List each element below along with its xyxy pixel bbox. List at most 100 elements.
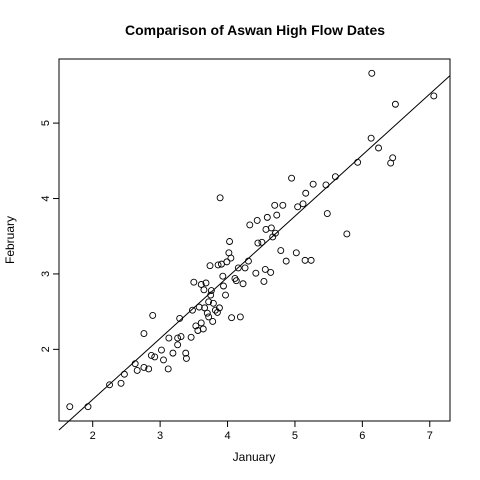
data-point-5 — [131, 360, 139, 368]
y-axis-label: February — [3, 216, 17, 264]
x-tick-label-4: 6 — [359, 430, 365, 442]
data-point-18 — [174, 341, 182, 349]
data-point-35 — [202, 279, 210, 287]
data-point-1 — [84, 403, 92, 411]
data-point-46 — [214, 261, 222, 269]
data-point-63 — [241, 264, 249, 272]
data-point-2 — [106, 381, 114, 389]
data-point-31 — [197, 281, 205, 288]
data-point-14 — [160, 356, 167, 364]
data-point-41 — [207, 287, 215, 294]
data-point-98 — [375, 144, 382, 152]
data-point-73 — [263, 213, 271, 221]
data-point-47 — [215, 304, 223, 312]
data-point-59 — [232, 277, 240, 285]
data-point-81 — [279, 201, 287, 209]
x-tick-label-0: 2 — [90, 430, 96, 442]
data-point-38 — [205, 313, 213, 321]
data-point-6 — [133, 367, 141, 374]
x-tick-label-2: 4 — [224, 430, 230, 442]
x-tick-label-1: 3 — [157, 430, 163, 442]
y-tick-label-1: 3 — [40, 271, 52, 277]
data-point-12 — [151, 353, 159, 361]
data-point-42 — [209, 318, 217, 325]
data-point-60 — [234, 264, 242, 272]
data-point-93 — [331, 173, 339, 181]
data-point-20 — [176, 314, 184, 322]
data-point-78 — [271, 229, 279, 237]
data-point-82 — [282, 257, 290, 265]
data-point-79 — [273, 211, 281, 219]
data-point-69 — [258, 238, 266, 246]
data-point-22 — [182, 349, 190, 357]
data-point-65 — [246, 221, 254, 229]
data-point-83 — [288, 174, 296, 182]
data-point-86 — [299, 200, 307, 208]
data-point-30 — [197, 319, 205, 327]
x-tick-label-3: 5 — [292, 430, 298, 442]
data-point-34 — [201, 304, 209, 312]
y-tick-label-0: 2 — [40, 346, 52, 352]
data-point-87 — [301, 256, 309, 264]
data-point-16 — [165, 334, 173, 342]
plot-frame — [58, 58, 451, 422]
data-point-97 — [368, 69, 376, 77]
data-point-92 — [323, 210, 331, 218]
x-axis: 2 3 4 5 6 7 — [90, 421, 433, 442]
data-point-3 — [117, 379, 125, 387]
data-point-75 — [267, 224, 275, 232]
data-point-84 — [292, 249, 300, 257]
y-tick-label-3: 5 — [40, 120, 52, 126]
data-point-56 — [227, 254, 235, 262]
data-point-8 — [140, 330, 148, 337]
data-point-25 — [189, 306, 196, 314]
chart-title: Comparison of Aswan High Flow Dates — [125, 22, 385, 38]
data-point-91 — [322, 181, 330, 189]
data-point-100 — [389, 154, 397, 162]
data-point-74 — [267, 268, 275, 276]
data-point-0 — [66, 403, 74, 411]
y-tick-label-2: 4 — [40, 195, 52, 201]
data-point-61 — [236, 313, 244, 321]
data-point-40 — [207, 291, 215, 299]
data-point-27 — [192, 322, 200, 330]
y-axis: 2 3 4 5 — [40, 120, 59, 352]
data-point-68 — [254, 239, 262, 247]
data-point-36 — [203, 309, 211, 317]
data-point-45 — [213, 308, 221, 316]
data-point-89 — [307, 256, 315, 264]
data-point-17 — [169, 349, 177, 357]
data-point-13 — [158, 346, 165, 354]
data-point-44 — [211, 306, 219, 314]
data-point-52 — [222, 291, 229, 299]
data-point-11 — [149, 311, 157, 319]
data-point-37 — [205, 298, 213, 306]
x-tick-label-5: 7 — [427, 430, 433, 442]
regression-line — [58, 75, 451, 431]
data-point-51 — [220, 282, 227, 290]
data-point-21 — [177, 333, 185, 340]
data-point-39 — [206, 262, 214, 270]
data-point-23 — [182, 354, 190, 362]
data-point-66 — [252, 269, 260, 277]
data-point-88 — [302, 189, 310, 197]
data-point-33 — [200, 286, 208, 294]
data-point-53 — [223, 258, 231, 266]
data-point-57 — [228, 314, 236, 322]
data-point-64 — [244, 257, 252, 265]
data-point-4 — [120, 370, 128, 378]
data-point-15 — [164, 365, 172, 373]
data-point-29 — [195, 303, 203, 311]
data-point-55 — [226, 238, 234, 245]
data-point-67 — [253, 216, 261, 224]
data-point-71 — [261, 265, 269, 273]
data-point-80 — [277, 247, 285, 255]
data-point-19 — [174, 334, 182, 342]
data-point-85 — [294, 203, 302, 211]
data-point-50 — [219, 272, 227, 280]
data-point-94 — [343, 230, 351, 238]
data-point-9 — [145, 365, 153, 373]
data-point-95 — [354, 158, 362, 166]
data-point-43 — [209, 299, 217, 307]
